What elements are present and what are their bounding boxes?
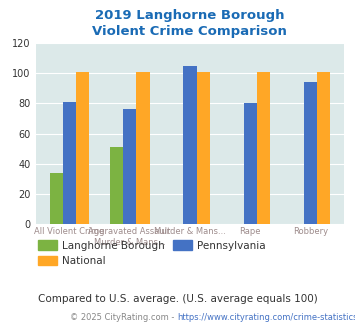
Text: Compared to U.S. average. (U.S. average equals 100): Compared to U.S. average. (U.S. average … bbox=[38, 294, 317, 304]
Text: https://www.cityrating.com/crime-statistics/: https://www.cityrating.com/crime-statist… bbox=[178, 313, 355, 322]
Bar bbox=[63, 102, 76, 224]
Bar bbox=[110, 147, 123, 224]
Bar bbox=[136, 72, 149, 224]
Bar bbox=[317, 72, 330, 224]
Bar bbox=[257, 72, 270, 224]
Bar bbox=[123, 110, 136, 224]
Title: 2019 Langhorne Borough
Violent Crime Comparison: 2019 Langhorne Borough Violent Crime Com… bbox=[93, 9, 287, 38]
Bar bbox=[50, 173, 63, 224]
Legend: Langhorne Borough, National, Pennsylvania: Langhorne Borough, National, Pennsylvani… bbox=[34, 236, 269, 270]
Text: © 2025 CityRating.com -: © 2025 CityRating.com - bbox=[71, 313, 178, 322]
Bar bbox=[76, 72, 89, 224]
Bar bbox=[304, 82, 317, 224]
Bar bbox=[183, 66, 197, 224]
Bar bbox=[197, 72, 210, 224]
Bar bbox=[244, 103, 257, 224]
